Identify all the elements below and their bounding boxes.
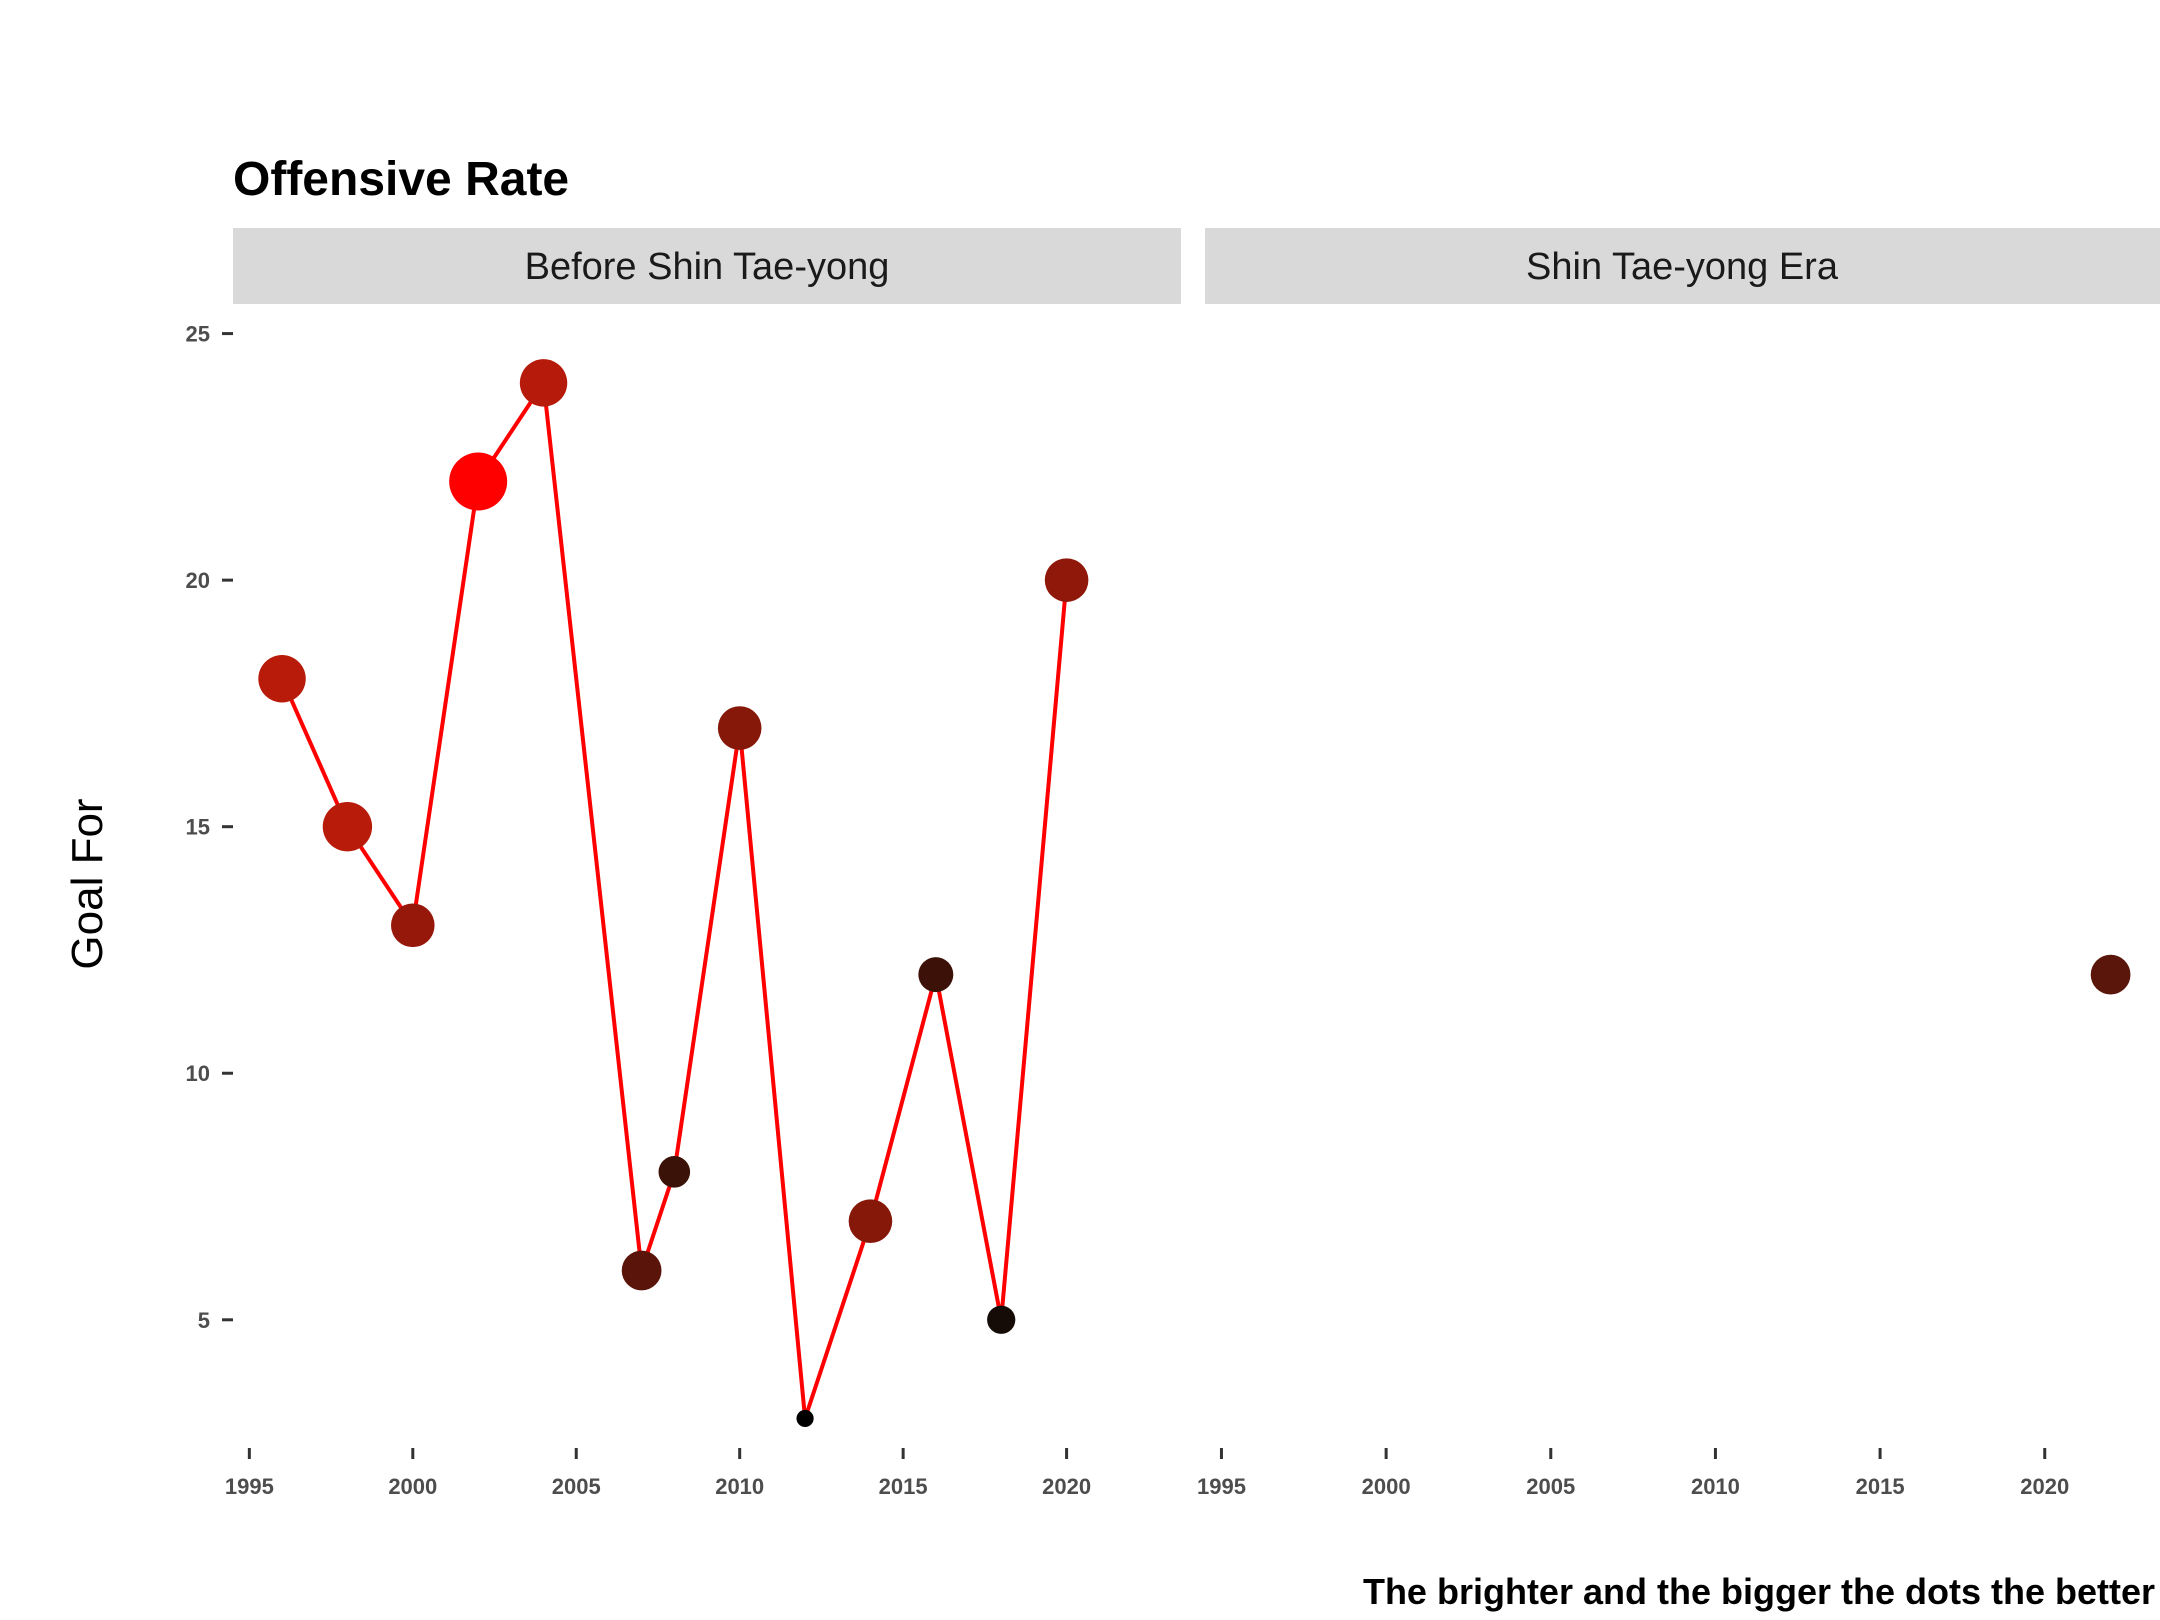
facet-panel-2: Shin Tae-yong Era 1995 2000 2005 2010 2015 20… [1197,228,2160,1499]
facet-plot-1: 1995 2000 2005 2010 2015 2020 [225,359,1091,1499]
chart-caption: The brighter and the bigger the dots the… [1363,1571,2155,1612]
x-tick-label-2005: 2005 [1526,1474,1575,1499]
data-point-1998 [322,802,373,852]
y-tick-label-15: 15 [186,815,210,840]
data-point-2008 [658,1156,691,1188]
x-tick-label-2020: 2020 [1042,1474,1091,1499]
data-point-2016 [918,957,954,993]
x-tick-label-2005: 2005 [552,1474,601,1499]
y-tick-label-5: 5 [198,1308,210,1333]
data-point-2014 [848,1199,893,1243]
y-axis: 5 10 15 20 25 [186,322,233,1333]
y-axis-title: Goal For [63,798,112,969]
series-line [280,380,1069,1421]
x-tick-label-2020: 2020 [2020,1474,2069,1499]
data-point-2004 [519,359,568,407]
y-tick-label-20: 20 [186,568,210,593]
data-point-2007 [621,1250,662,1291]
data-point-2002 [449,452,508,511]
x-tick-label-2010: 2010 [715,1474,764,1499]
facet-panel-1: Before Shin Tae-yong 1995 2000 2005 2010 201… [225,228,1181,1499]
data-point-2000 [390,903,435,948]
facet-strip-2 [1205,228,2160,304]
x-tick-label-2000: 2000 [1362,1474,1411,1499]
x-tick-label-2000: 2000 [388,1474,437,1499]
facet-strip-label-1: Before Shin Tae-yong [525,246,890,288]
y-tick-label-25: 25 [186,322,210,347]
chart-title: Offensive Rate [233,153,569,206]
x-tick-label-2015: 2015 [879,1474,928,1499]
facet-plot-2: 1995 2000 2005 2010 2015 2020 [1197,954,2131,1499]
x-tick-label-2010: 2010 [1691,1474,1740,1499]
facet-strip-label-2: Shin Tae-yong Era [1526,246,1839,288]
data-point-2022 [2090,954,2131,995]
facet-strip-1 [233,228,1181,304]
data-point-2020 [1044,558,1089,602]
x-tick-label-1995: 1995 [225,1474,274,1499]
x-tick-label-2015: 2015 [1856,1474,1905,1499]
x-tick-label-1995: 1995 [1197,1474,1246,1499]
data-point-2010 [717,706,762,750]
y-tick-label-10: 10 [186,1061,210,1086]
data-point-1996 [258,655,306,703]
data-point-2018 [987,1305,1016,1334]
data-point-2012 [796,1409,814,1428]
